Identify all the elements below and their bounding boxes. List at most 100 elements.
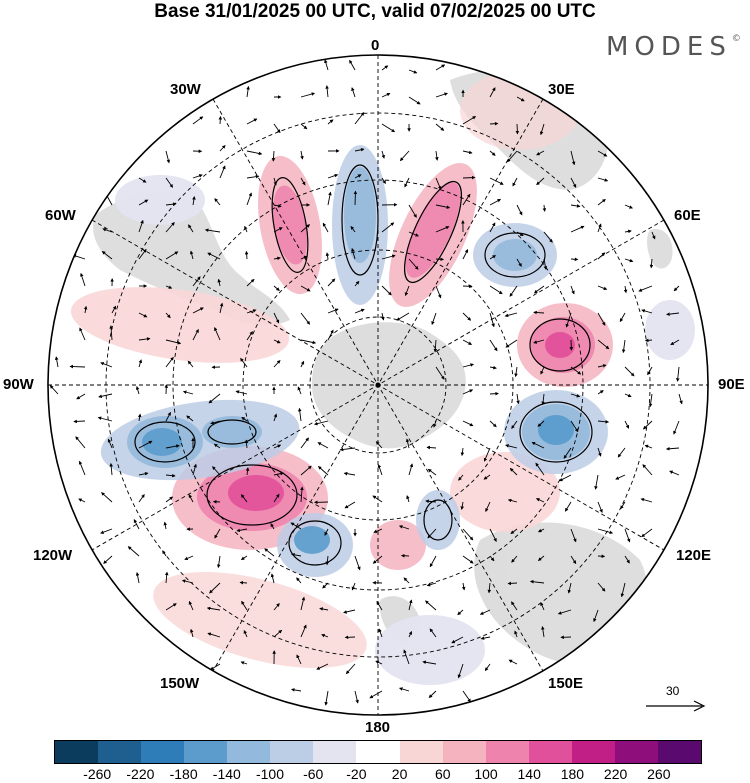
wind-vector — [273, 339, 281, 344]
wind-vector — [489, 150, 496, 156]
negative-anomaly — [416, 490, 460, 550]
wind-vector — [138, 177, 147, 183]
wind-vector — [165, 339, 182, 345]
colorbar-tick-label: 260 — [647, 766, 671, 782]
wind-vector — [462, 420, 474, 427]
wind-vector — [597, 198, 606, 206]
wind-vector — [460, 447, 465, 457]
wind-vector — [300, 486, 304, 503]
wind-vector — [165, 177, 174, 188]
wind-vector — [73, 419, 86, 424]
wind-vector — [435, 226, 450, 233]
longitude-label: 120E — [676, 547, 712, 564]
wind-vector — [624, 366, 635, 377]
wind-vector — [138, 494, 145, 503]
wind-vector — [344, 501, 356, 509]
wind-vector — [531, 441, 545, 449]
negative-anomaly — [344, 167, 376, 263]
wind-vector — [300, 596, 306, 611]
wind-vector — [345, 663, 356, 675]
wind-vector — [408, 258, 419, 270]
contour-lines — [134, 164, 593, 566]
colorbar-tick-label: 180 — [560, 766, 585, 782]
wind-vector — [98, 393, 113, 399]
wind-vector — [403, 577, 410, 584]
wind-vector — [324, 690, 329, 706]
wind-vector — [381, 150, 386, 159]
wind-vector — [408, 630, 413, 638]
wind-vector — [212, 466, 221, 476]
wind-vector — [665, 446, 680, 451]
wind-vector — [433, 339, 438, 353]
wind-vector — [511, 601, 518, 611]
wind-vector — [165, 202, 177, 206]
wind-vector — [489, 365, 497, 370]
wind-vector — [300, 437, 309, 449]
wind-vector — [669, 470, 680, 476]
wind-vector — [570, 204, 581, 208]
wind-vector — [239, 580, 248, 585]
wind-vector — [300, 150, 304, 160]
wind-vector — [270, 523, 275, 530]
wind-vector — [570, 177, 577, 188]
wind-vector — [75, 436, 86, 449]
wind-vector — [163, 521, 168, 530]
wind-vector — [457, 663, 464, 679]
longitude-label: 180 — [365, 719, 391, 736]
wind-vector — [620, 501, 626, 510]
wind-vector — [533, 285, 545, 294]
wind-vector — [673, 285, 680, 292]
wind-vector — [270, 573, 275, 584]
wind-vector — [83, 305, 88, 314]
negative-anomaly — [142, 428, 182, 456]
wind-vector — [354, 148, 365, 152]
wind-vector — [570, 366, 582, 375]
wind-vector — [542, 204, 547, 212]
wind-vector — [435, 366, 445, 380]
wind-vector — [138, 359, 143, 368]
wind-vector — [508, 659, 518, 665]
wind-vector — [236, 528, 248, 533]
positive-anomaly — [228, 475, 284, 511]
wind-vector — [408, 69, 418, 74]
wind-vector — [165, 444, 180, 449]
wind-vector — [218, 115, 223, 125]
wind-vector — [300, 224, 311, 233]
wind-vector — [300, 312, 311, 325]
wind-vector — [138, 312, 148, 318]
wind-vector — [404, 285, 410, 297]
wind-vector — [273, 227, 283, 233]
longitude-label: 0 — [371, 37, 380, 54]
wind-vector — [642, 464, 653, 476]
wind-vector — [399, 687, 410, 692]
wind-vector — [507, 581, 518, 586]
wind-vector — [273, 603, 280, 611]
wind-vector — [597, 390, 604, 395]
wind-vector — [273, 256, 281, 261]
wind-vector — [408, 96, 421, 105]
wind-vector — [138, 440, 153, 449]
wind-vector — [516, 231, 524, 236]
wind-vector — [509, 467, 518, 476]
wind-vector — [244, 225, 248, 233]
wind-vector — [435, 177, 442, 190]
wind-vector — [327, 173, 339, 179]
wind-vector — [489, 528, 497, 542]
brand-name: MODES — [606, 32, 732, 62]
wind-vector — [246, 118, 258, 125]
wind-vector — [624, 204, 633, 209]
wind-vector — [537, 528, 545, 533]
wind-vector — [458, 474, 464, 481]
wind-vector — [623, 285, 628, 294]
wind-vector — [192, 195, 196, 206]
wind-vector — [190, 628, 194, 638]
wind-vector — [192, 307, 204, 314]
wind-vector — [354, 308, 365, 314]
wind-vector — [76, 393, 86, 400]
wind-vector — [640, 497, 653, 503]
wind-vector — [570, 285, 575, 295]
wind-vector — [207, 632, 221, 638]
wind-vector — [165, 473, 176, 478]
wind-vector — [563, 447, 572, 459]
wind-vector — [165, 150, 171, 164]
